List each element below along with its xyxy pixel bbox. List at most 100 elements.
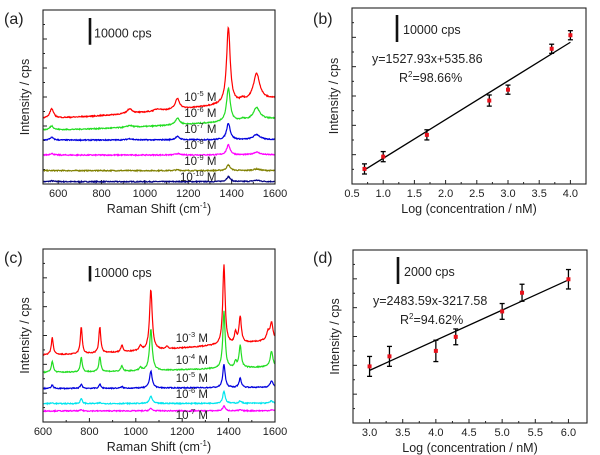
data-point [520, 290, 525, 295]
fit-line [364, 41, 571, 171]
concentration-base: 10 [184, 124, 197, 136]
concentration-base: 10 [176, 389, 189, 401]
x-tick-label: 5.0 [495, 427, 510, 439]
x-tick-label: 1200 [176, 188, 200, 200]
x-tick-label: 800 [92, 188, 110, 200]
data-point [549, 46, 554, 51]
plot-frame [42, 9, 276, 185]
panel-b: (b) 0.5 1.0 1.5 2.0 2.5 3.0 3.5 4.0 Log (concentr… [313, 7, 587, 216]
r-squared-sup: 2 [409, 312, 414, 321]
spectrum-line-10-7 [43, 122, 275, 142]
data-point [506, 87, 510, 92]
data-point [367, 364, 372, 369]
concentration-unit: M [204, 124, 217, 136]
data-point [362, 166, 367, 171]
r-squared-label: R [400, 313, 409, 327]
plot-frame [42, 248, 276, 423]
scale-bar-label: 10000 cps [94, 266, 152, 280]
concentration-label: 10-7 M [184, 121, 216, 136]
x-tick-label: 5.5 [528, 427, 543, 439]
spectrum-line-10-9 [43, 163, 275, 173]
x-tick-label: 4.0 [428, 427, 443, 439]
spectrum-line-10-10 [43, 175, 275, 184]
concentration-unit: M [195, 410, 208, 422]
x-axis-label: Raman Shift (cm-1) [107, 439, 211, 454]
concentration-base: 10 [176, 333, 189, 345]
data-point [433, 348, 438, 353]
spectrum-line-10-4 [43, 310, 275, 374]
scale-bar-label: 2000 cps [404, 265, 455, 279]
concentration-base: 10 [180, 172, 193, 184]
x-axis-label-text: Log (concentration / nM) [402, 441, 538, 455]
concentration-exp: -4 [188, 352, 195, 361]
r-squared: R2=94.62% [400, 312, 463, 327]
data-point [566, 277, 571, 282]
x-tick-label: 3.0 [500, 188, 515, 200]
x-axis-label-end: ) [207, 202, 211, 216]
r-squared-value: =94.62% [413, 313, 463, 327]
spectrum-line-10-8 [43, 143, 275, 157]
concentration-exp: -5 [188, 370, 195, 379]
concentration-unit: M [204, 172, 217, 184]
concentration-exp: -8 [197, 137, 204, 146]
plot-frame [352, 249, 588, 424]
concentration-base: 10 [184, 140, 197, 152]
x-axis-label-end: ) [207, 440, 211, 454]
y-axis-label: Intensity / cps [18, 297, 32, 373]
concentration-label: 10-6 M [176, 386, 208, 401]
x-tick-label: 3.5 [532, 188, 547, 200]
x-tick-label: 800 [80, 426, 98, 438]
concentration-exp: -6 [197, 105, 204, 114]
x-axis-label-text: Log (concentration / nM) [401, 202, 537, 216]
x-tick-label: 1400 [219, 188, 243, 200]
x-tick-label: 3.0 [362, 427, 377, 439]
panel-letter: (c) [4, 250, 23, 267]
spectrum-line-10-7 [43, 404, 275, 413]
x-axis-label-sup: -1 [200, 201, 208, 210]
concentration-exp: -7 [188, 407, 195, 416]
x-tick-label: 1400 [216, 426, 240, 438]
concentration-label: 10-8 M [184, 137, 216, 152]
concentration-label: 10-4 M [176, 352, 208, 367]
panel-letter: (b) [313, 11, 333, 28]
data-point [387, 354, 392, 359]
spectrum-line-10-3 [43, 264, 275, 357]
panel-d: (d) 3.0 3.5 4.0 4.5 5.0 5.5 6.0 Log (concentrati… [313, 249, 588, 455]
concentration-unit: M [195, 373, 208, 385]
x-tick-label: 2.5 [469, 188, 484, 200]
fit-equation: y=1527.93x+535.86 [372, 52, 483, 66]
data-point [424, 132, 429, 137]
concentration-label: 10-6 M [184, 105, 216, 120]
r-squared-sup: 2 [408, 70, 413, 79]
plot-frame [351, 7, 587, 185]
plot-area [367, 268, 571, 378]
x-tick-label: 3.5 [395, 427, 410, 439]
concentration-base: 10 [184, 156, 197, 168]
spectrum-line-10-6 [43, 86, 275, 131]
concentration-base: 10 [184, 108, 197, 120]
r-squared: R2=98.66% [399, 70, 462, 85]
concentration-exp: -9 [197, 153, 204, 162]
x-tick-label: 1.5 [407, 188, 422, 200]
fit-equation: y=2483.59x-3217.58 [373, 294, 487, 308]
plot-area [43, 26, 275, 184]
concentration-unit: M [195, 355, 208, 367]
data-point [453, 334, 458, 339]
concentration-unit: M [195, 333, 208, 345]
y-axis-label: Intensity / cps [328, 298, 342, 374]
concentration-label: 10-3 M [176, 330, 208, 345]
x-axis-label: Raman Shift (cm-1) [107, 201, 211, 216]
r-squared-label: R [399, 71, 408, 85]
spectrum-line-10-5 [43, 364, 275, 391]
x-tick-label: 1000 [124, 426, 148, 438]
concentration-exp: -6 [188, 386, 195, 395]
plot-area [43, 264, 275, 413]
concentration-base: 10 [176, 373, 189, 385]
fit-line [369, 279, 569, 371]
data-point [381, 154, 386, 159]
spectrum-line-10-6 [43, 389, 275, 406]
x-axis-label: Log (concentration / nM) [402, 441, 538, 455]
concentration-unit: M [204, 92, 217, 104]
x-axis-label: Log (concentration / nM) [401, 202, 537, 216]
concentration-exp: -7 [197, 121, 204, 130]
